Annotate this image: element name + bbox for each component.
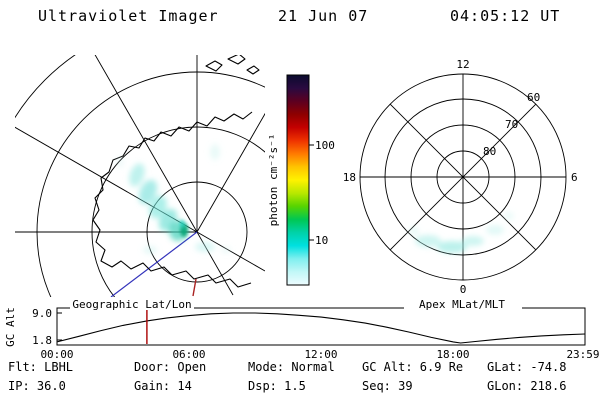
geographic-panel (15, 55, 265, 297)
altitude-timeline: Geographic Lat/Lon Apex MLat/MLT 9.0 1.8… (4, 298, 600, 361)
highlight-meridian-blue (110, 231, 198, 297)
apex-panel: 12 18 6 0 60 70 80 (343, 58, 578, 296)
colorbar-units-label: photon cm⁻²s⁻¹ (267, 134, 280, 227)
status-door: Door: Open (134, 360, 206, 374)
status-mode: Mode: Normal (248, 360, 335, 374)
colorbar: 100 10 photon cm⁻²s⁻¹ (267, 74, 335, 286)
mlt-label-6: 6 (571, 171, 578, 184)
ytick-label-1-8: 1.8 (32, 334, 52, 347)
mlt-label-18: 18 (343, 171, 356, 184)
status-gain: Gain: 14 (134, 379, 192, 393)
left-panel-caption: Geographic Lat/Lon (72, 298, 191, 311)
status-glat: GLat: -74.8 (487, 360, 566, 374)
status-dsp: Dsp: 1.5 (248, 379, 306, 393)
status-flt: Flt: LBHL (8, 360, 73, 374)
aurora-bright-core (179, 220, 188, 237)
status-ip: IP: 36.0 (8, 379, 66, 393)
mlt-label-12: 12 (456, 58, 469, 71)
status-glon: GLon: 218.6 (487, 379, 566, 393)
xtick-2359: 23:59 (566, 348, 599, 361)
timeline-frame (56, 307, 586, 346)
antarctica-coastline (92, 111, 253, 288)
ytick-label-9: 9.0 (32, 307, 52, 320)
mlat-mlt-grid (359, 73, 567, 281)
status-readouts: Flt: LBHL Door: Open Mode: Normal GC Alt… (8, 360, 566, 393)
image-time-ut: 04:05:12 UT (450, 7, 560, 25)
islands-coastline (205, 55, 260, 75)
status-gc-alt: GC Alt: 6.9 Re (362, 360, 463, 374)
xtick-1200: 12:00 (304, 348, 337, 361)
right-panel-caption: Apex MLat/MLT (419, 298, 505, 311)
image-date: 21 Jun 07 (278, 7, 368, 25)
colorbar-tick-label-10: 10 (315, 234, 328, 247)
right-caption-bg (404, 299, 522, 310)
gc-alt-curve (56, 312, 586, 344)
status-seq: Seq: 39 (362, 379, 413, 393)
xtick-0600: 06:00 (172, 348, 205, 361)
mlat-label-70: 70 (505, 118, 518, 131)
aurora-emission-geographic (116, 144, 231, 254)
xtick-0000: 00:00 (40, 348, 73, 361)
spacecraft-track-tick-red (192, 278, 197, 297)
colorbar-tick-label-100: 100 (315, 139, 335, 152)
mlat-label-80: 80 (483, 145, 496, 158)
mlat-label-60: 60 (527, 91, 540, 104)
app-title: Ultraviolet Imager (38, 7, 219, 25)
xtick-1800: 18:00 (436, 348, 469, 361)
mlt-label-0: 0 (460, 283, 467, 296)
aurora-emission-apex (409, 212, 514, 253)
gc-alt-axis-label: GC Alt (4, 307, 17, 347)
left-caption-bg (70, 299, 194, 310)
latlon-grid (15, 55, 265, 297)
colorbar-gradient (286, 74, 310, 286)
